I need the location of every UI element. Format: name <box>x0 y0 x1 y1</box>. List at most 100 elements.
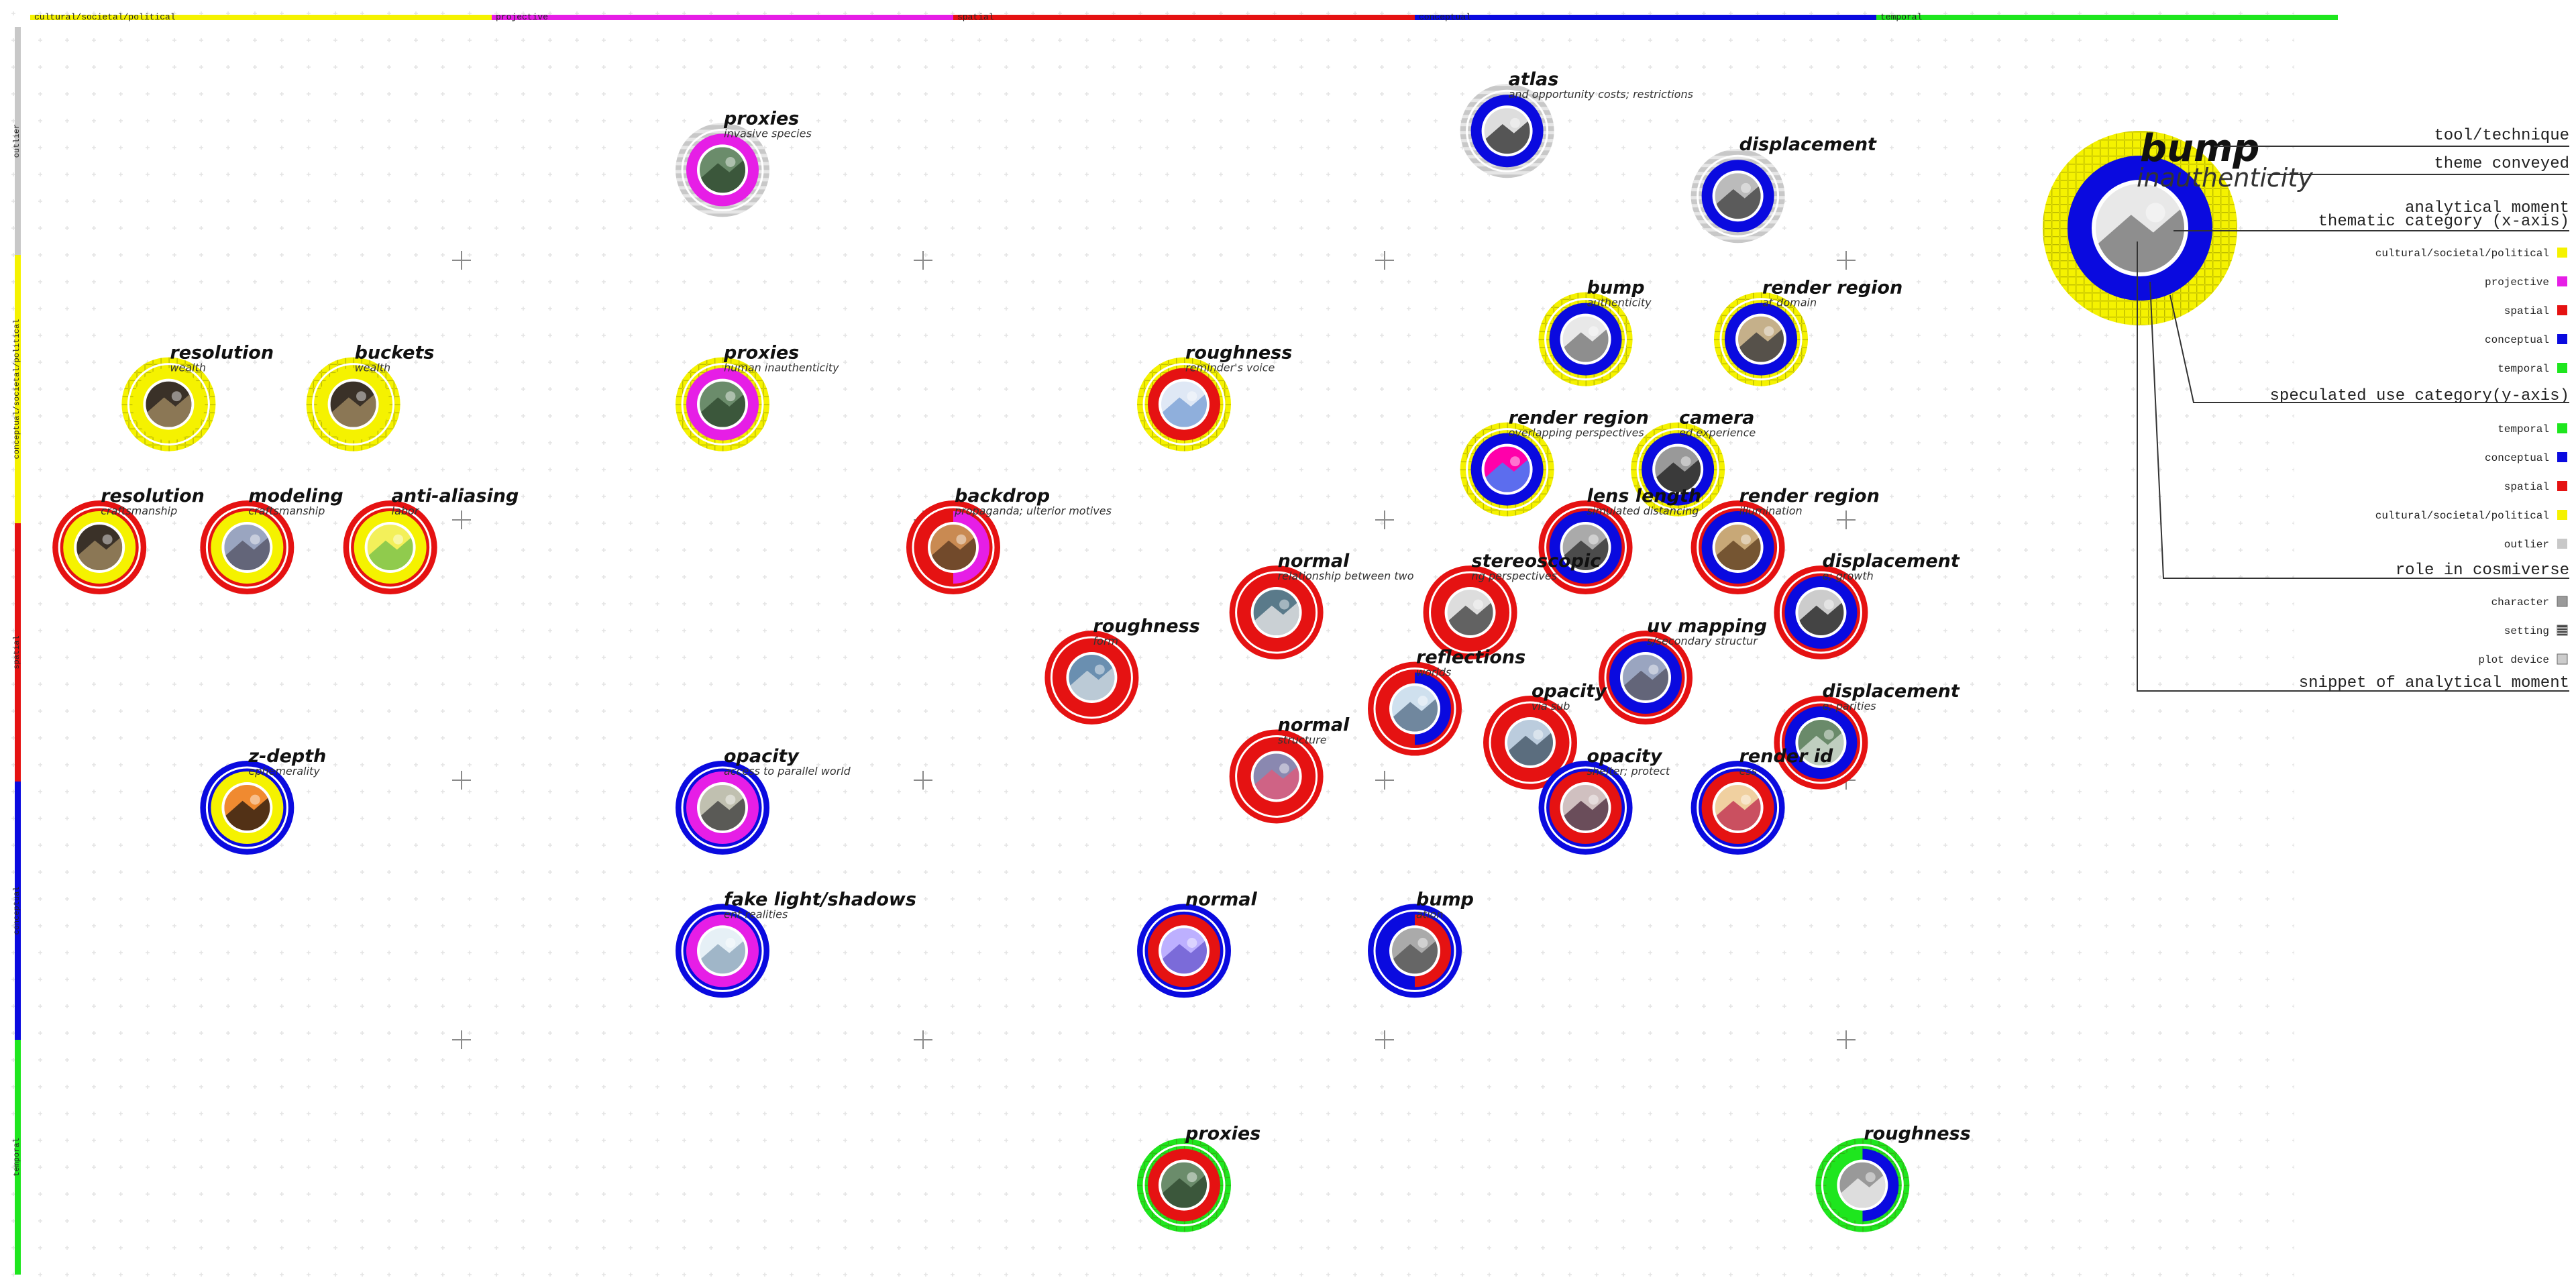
node-normal[interactable]: normal <box>1137 889 1257 998</box>
figures-render-icon <box>1715 785 1761 830</box>
node-title: reflections <box>1416 647 1525 668</box>
x-axis-label-temporal: temporal <box>1880 12 1923 22</box>
bird-photo-icon <box>1161 1162 1207 1208</box>
node-title: proxies <box>1185 1124 1260 1144</box>
node-subtitle: human inauthenticity <box>724 362 839 374</box>
node-subtitle: labor <box>392 504 420 517</box>
x-axis-segment-projective <box>492 15 953 20</box>
node-subtitle: ess <box>1739 765 1758 777</box>
grid-crosshair <box>452 511 471 529</box>
node-title: resolution <box>170 343 274 364</box>
node-ring-divider <box>1373 909 1456 992</box>
legend-label-tool: tool/technique <box>2434 127 2569 145</box>
node-ring-divider <box>312 363 395 446</box>
node-ring-divider <box>1697 506 1780 589</box>
y-axis-label-outlier: outlier <box>12 124 21 158</box>
node-subtitle: authenticity <box>1587 297 1652 309</box>
eyes-render-icon <box>1447 590 1493 635</box>
node-title: proxies <box>723 343 799 364</box>
node-title: roughness <box>1864 1124 1970 1144</box>
grid-crosshair <box>1837 511 1856 529</box>
colorful-figure-render-icon <box>1484 446 1530 492</box>
legend-y-item: outlier <box>2504 539 2549 551</box>
node-subtitle: wealth <box>355 362 391 374</box>
node-displacement[interactable]: displacement <box>1690 134 1877 244</box>
legend-sample-subtitle: inauthenticity <box>2137 163 2313 193</box>
node-subtitle: wealth <box>170 362 206 374</box>
legend-y-item: spatial <box>2504 481 2549 493</box>
node-ring-divider <box>681 363 764 446</box>
node-subtitle: overlapping perspectives <box>1509 427 1644 439</box>
dark-object-photo-icon <box>330 381 376 427</box>
node-title: buckets <box>355 343 435 364</box>
figure-render-icon <box>1562 525 1609 570</box>
legend-x-swatch-conceptual <box>2557 334 2567 344</box>
x-axis-label-spatial: spatial <box>957 12 994 22</box>
mountain-render-icon <box>1253 590 1299 635</box>
legend-y-item: cultural/societal/political <box>2375 510 2549 522</box>
y-axis-label-cultural: conceptual/societal/political <box>12 319 21 460</box>
node-ring-divider <box>349 506 432 589</box>
node-ring-divider <box>681 766 764 849</box>
node-subtitle: via sub <box>1532 700 1570 712</box>
node-proxies[interactable]: proxies <box>1137 1124 1260 1232</box>
node-title: render region <box>1739 486 1880 506</box>
machine-render-icon <box>2096 184 2184 272</box>
node-ring-divider <box>127 363 210 446</box>
node-ring-divider <box>1235 735 1318 818</box>
waterfall-render-icon <box>1161 381 1207 427</box>
node-ring-divider <box>1544 298 1627 381</box>
grid-crosshair <box>452 251 471 270</box>
node-ring-divider <box>1142 363 1226 446</box>
grid-crosshair <box>1375 511 1394 529</box>
node-subtitle: ation <box>1416 908 1443 920</box>
x-axis-label-projective: projective <box>496 12 548 22</box>
node-roughness[interactable]: roughness <box>1815 1124 1971 1232</box>
node-subtitle: propaganda; ulterior motives <box>954 504 1112 517</box>
shapes-render-icon <box>1253 753 1299 800</box>
node-title: modeling <box>248 486 343 506</box>
ribbon-render-icon <box>1798 590 1844 635</box>
legend-role-item: character <box>2491 596 2549 608</box>
node-ring-divider <box>1697 154 1780 237</box>
y-axis-segment-cultural <box>15 255 21 523</box>
cube-face-render-icon <box>1623 655 1668 700</box>
node-subtitle: worlds <box>1416 666 1451 679</box>
node-title: anti-aliasing <box>392 486 519 506</box>
x-axis-segment-cultural <box>30 15 492 20</box>
